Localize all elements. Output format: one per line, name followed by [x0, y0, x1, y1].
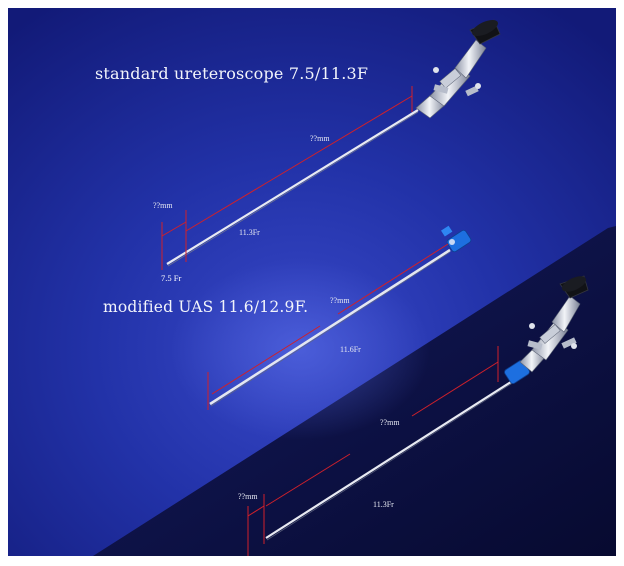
standard-ureteroscope [161, 19, 501, 270]
scope-handle [504, 275, 589, 384]
tip-size-label: 7.5 Fr [258, 554, 279, 564]
measure-line [337, 243, 449, 315]
scope-shaft-shadow [266, 381, 515, 541]
measure-line [267, 95, 413, 183]
uas-shaft-shadow [210, 251, 451, 407]
measure-line [211, 325, 321, 395]
uas-shaft [209, 248, 451, 406]
standard-ureteroscope-caption: standard ureteroscope 7.5/11.3F [95, 64, 369, 83]
standard-ureteroscope-with-uas [247, 275, 589, 556]
shaft-size-label: 11.3Fr [239, 228, 260, 237]
length-label: ??mm [380, 418, 400, 427]
measure-line [185, 181, 269, 232]
length-label: ??mm [330, 296, 350, 305]
tip-length-label: ??mm [238, 492, 258, 501]
scope-handle [415, 19, 501, 119]
scope-shaft [265, 379, 515, 539]
measure-line [247, 505, 265, 517]
shaft-size-label: 11.3Fr [373, 500, 394, 509]
measure-line [161, 221, 187, 237]
uas-hub [441, 225, 472, 253]
length-label: ??mm [310, 134, 330, 143]
measure-line [265, 453, 351, 507]
scope-shaft [166, 109, 419, 265]
scope-shaft-shadow [167, 111, 419, 267]
tip-length-label: ??mm [153, 201, 173, 210]
modified-uas-caption: modified UAS 11.6/12.9F. [103, 298, 309, 316]
shaft-size-label: 11.6Fr [340, 345, 361, 354]
modified-uas [207, 225, 472, 410]
tip-size-label: 7.5 Fr [161, 273, 182, 283]
measure-line [411, 361, 499, 417]
